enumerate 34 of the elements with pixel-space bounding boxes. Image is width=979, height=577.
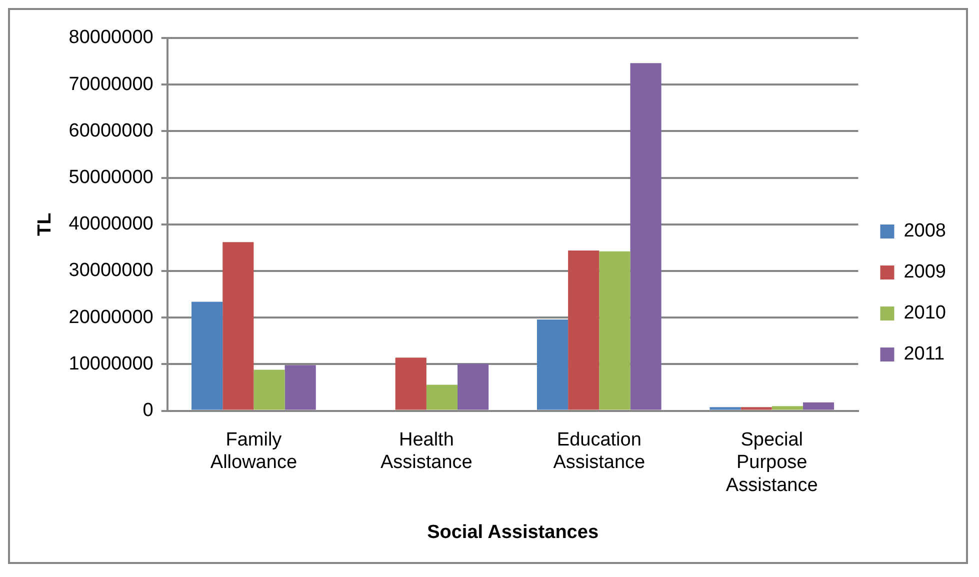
x-tick-label: Family Allowance: [210, 429, 297, 474]
bar: [536, 319, 568, 410]
legend-label: 2009: [904, 262, 946, 283]
y-tick-label: 80000000: [68, 27, 154, 48]
bar: [710, 407, 741, 410]
y-tick-label: 10000000: [68, 353, 154, 374]
bar: [802, 402, 834, 410]
y-tick-label: 30000000: [68, 260, 154, 282]
bar: [740, 407, 772, 410]
bar: [599, 251, 630, 410]
bar: [772, 406, 803, 410]
y-tick-label: 40000000: [68, 214, 154, 235]
y-tick-label: 60000000: [68, 120, 154, 142]
bar: [284, 365, 316, 410]
x-axis-title: Social Assistances: [427, 522, 599, 543]
y-tick-label: 20000000: [68, 306, 154, 328]
x-tick-label: Special Purpose Assistance: [726, 429, 818, 496]
y-tick-label: 70000000: [68, 74, 154, 95]
y-axis-title: TL: [34, 212, 56, 236]
y-tick-label: 0: [142, 400, 154, 422]
bar: [222, 242, 254, 410]
legend-label: 2008: [904, 220, 946, 242]
bar: [395, 358, 426, 410]
bar: [630, 63, 662, 410]
legend-label: 2010: [904, 302, 946, 324]
x-tick-label: Education Assistance: [553, 429, 646, 474]
x-tick-label: Health Assistance: [380, 429, 472, 474]
bar: [254, 370, 285, 410]
legend-label: 2011: [904, 344, 945, 365]
y-tick-label: 50000000: [68, 167, 154, 188]
bar: [568, 250, 600, 410]
bar: [426, 384, 458, 410]
bar: [458, 364, 489, 410]
bar: [192, 302, 223, 410]
